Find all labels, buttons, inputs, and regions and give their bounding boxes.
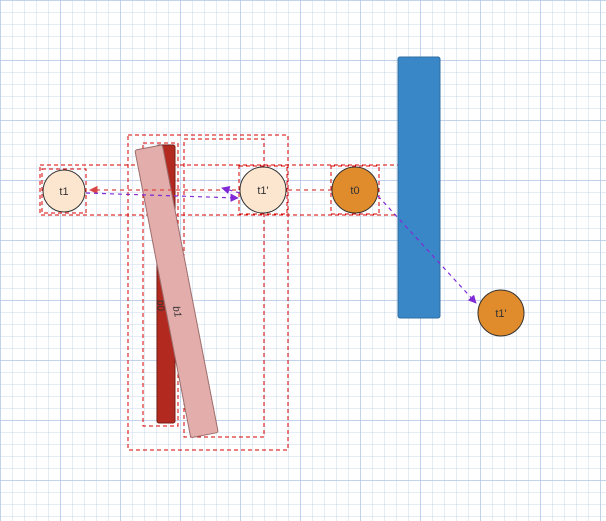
node-label-t0: t0 [350,185,359,197]
bar-b1 [135,145,218,438]
node-label-t1prime_l: t1' [257,185,268,197]
bar-b1-label: b1 [170,305,183,318]
blue-bar [398,57,440,318]
node-label-t1: t1 [59,186,68,198]
scene-svg: b0 b1 t1t1't0t1' [0,0,606,521]
node-label-t1prime_r: t1' [495,308,506,320]
diagram-canvas: b0 b1 t1t1't0t1' [0,0,606,521]
